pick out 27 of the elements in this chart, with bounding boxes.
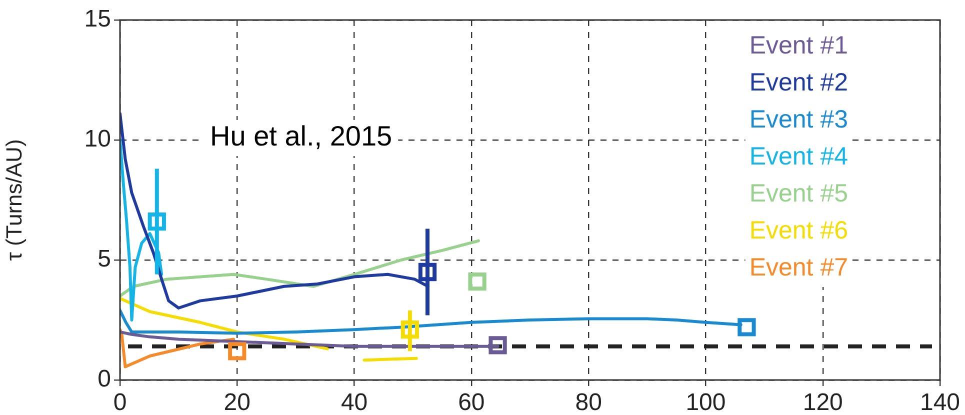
text: Event #7 [749,253,848,282]
x-tick-label: 80 [575,389,602,415]
text: Event #2 [749,68,848,96]
point [488,336,507,354]
x-tick-label: 20 [224,389,250,415]
x-tick-label: 140 [920,389,960,415]
point [468,272,486,291]
text: Event #6 [749,216,848,244]
x-tick-label: 120 [802,389,843,415]
point [148,212,166,231]
text: Event #5 [749,179,848,208]
y-tick-label: 0 [98,366,111,393]
annotation: Hu et al., 2015 [210,120,392,152]
point [228,342,246,360]
text: Event #1 [749,31,848,60]
point [738,318,756,336]
y-tick-label: 10 [84,126,111,153]
point [400,320,419,339]
x-tick-label: 100 [686,389,726,415]
y-tick-label: 15 [84,6,111,33]
x-tick-label: 60 [458,389,485,415]
y-tick-label: 5 [98,246,111,273]
text: Event #4 [749,142,848,170]
text: Event #3 [749,105,848,134]
point [418,262,437,282]
x-tick-label: 40 [340,389,368,415]
y-axis-title: τ (Turns/AU) [1,139,26,261]
